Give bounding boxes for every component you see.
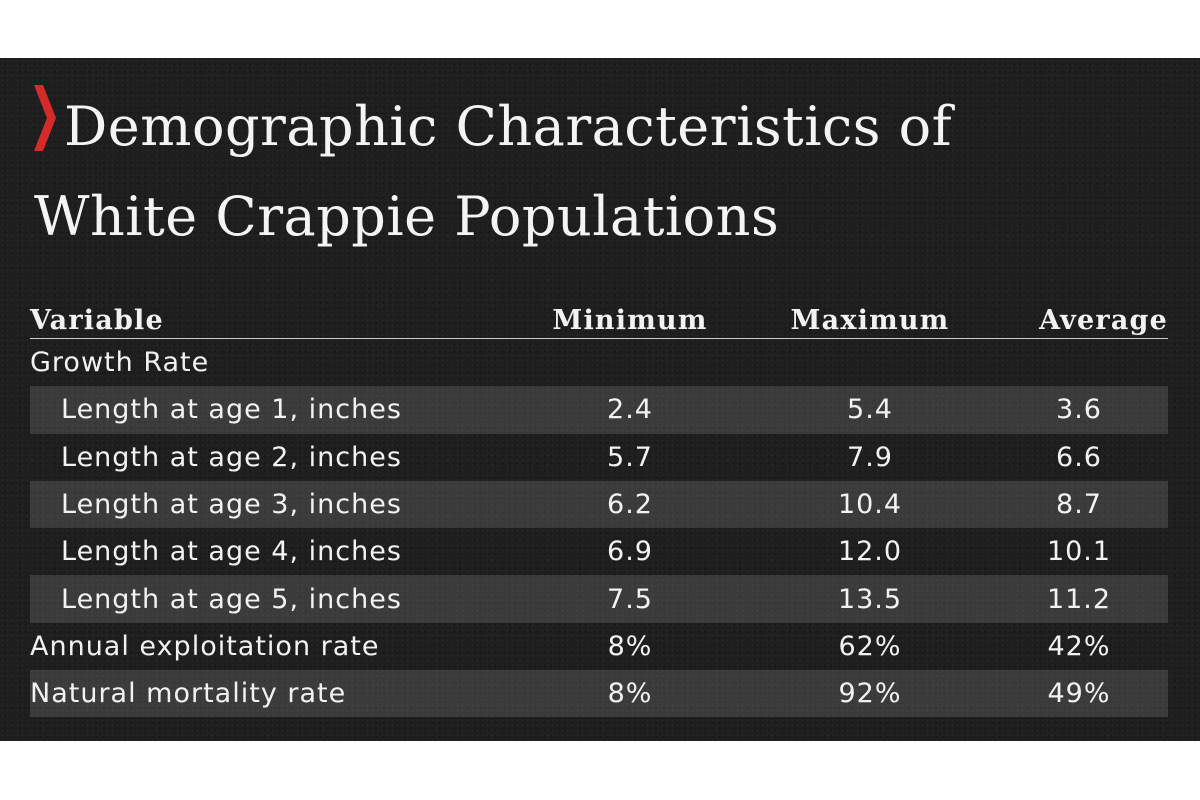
header-maximum: Maximum [790,305,950,336]
title-text-line-2: White Crappie Populations [34,185,780,248]
row-average [990,339,1168,386]
table-row: Length at age 1, inches 2.4 5.4 3.6 [30,386,1168,434]
row-label: Annual exploitation rate [30,630,380,662]
row-maximum: 5.4 [847,394,893,426]
row-average: 10.1 [1046,536,1112,568]
row-average: 8.7 [1056,489,1102,521]
row-maximum: 12.0 [837,536,903,568]
row-label: Length at age 5, inches [61,583,402,615]
table-row: Natural mortality rate 8% 92% 49% [30,670,1168,718]
header-variable: Variable [30,305,164,336]
row-label: Length at age 3, inches [61,489,402,521]
table-header: Variable Minimum Maximum Average [30,300,1168,339]
row-minimum: 8% [607,678,653,710]
row-minimum: 6.9 [607,536,653,568]
title-line-1: Demographic Characteristics of [34,82,1174,172]
row-minimum: 5.7 [607,441,653,473]
row-minimum: 7.5 [607,583,653,615]
row-minimum: 8% [607,630,653,662]
row-minimum [510,339,750,386]
row-maximum [750,339,990,386]
row-average: 3.6 [1056,394,1102,426]
row-label: Natural mortality rate [30,678,347,710]
table-row: Length at age 3, inches 6.2 10.4 8.7 [30,480,1168,529]
row-maximum: 13.5 [837,583,903,615]
row-maximum: 92% [838,678,902,710]
header-minimum: Minimum [552,305,708,336]
row-minimum: 2.4 [607,394,653,426]
table-row: Length at age 2, inches 5.7 7.9 6.6 [30,434,1168,481]
table-row: Length at age 4, inches 6.9 12.0 10.1 [30,528,1168,575]
row-label: Length at age 2, inches [61,441,402,473]
header-average: Average [1039,305,1168,336]
row-average: 11.2 [1046,583,1112,615]
title-text-line-1: Demographic Characteristics of [64,95,953,158]
chalkboard-background: Demographic Characteristics of White Cra… [0,58,1200,741]
row-maximum: 62% [838,630,902,662]
row-maximum: 7.9 [847,441,893,473]
row-maximum: 10.4 [837,489,903,521]
row-minimum: 6.2 [607,489,653,521]
row-label: Growth Rate [30,347,210,379]
row-label: Length at age 1, inches [61,394,402,426]
chevron-right-icon [34,85,56,151]
table-row: Annual exploitation rate 8% 62% 42% [30,623,1168,670]
row-average: 6.6 [1056,441,1102,473]
row-label: Length at age 4, inches [61,536,402,568]
table-row: Growth Rate [30,339,1168,386]
data-table: Variable Minimum Maximum Average Growth … [30,300,1168,718]
page-title: Demographic Characteristics of White Cra… [34,82,1174,262]
row-average: 42% [1047,630,1111,662]
row-average: 49% [1047,678,1111,710]
table-row: Length at age 5, inches 7.5 13.5 11.2 [30,575,1168,623]
